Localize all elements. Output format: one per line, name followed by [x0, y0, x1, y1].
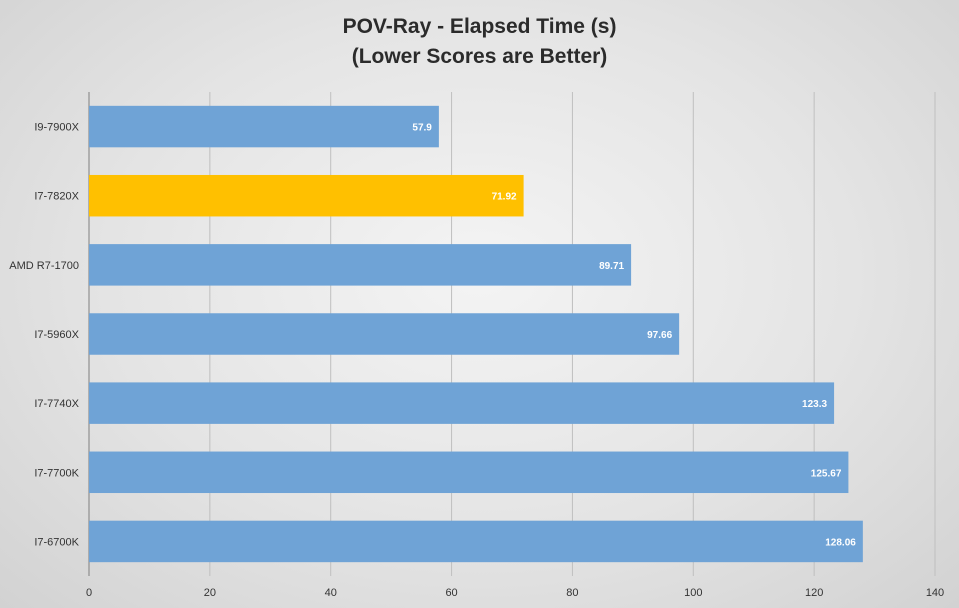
x-tick-label-40: 40 [325, 587, 337, 599]
data-label-i7-6700k: 128.06 [825, 537, 856, 548]
bar-i7-7740x [89, 382, 835, 424]
x-tick-label-80: 80 [566, 587, 578, 599]
x-tick-label-20: 20 [204, 587, 216, 599]
x-tick-label-100: 100 [684, 587, 702, 599]
category-label-i7-7820x: I7-7820X [34, 191, 79, 203]
x-tick-label-140: 140 [926, 587, 944, 599]
data-label-i7-7700k: 125.67 [811, 468, 842, 479]
labels: 0 20 40 60 80 100 120 140 I9-7900X 57.9 I7-7820X 71… [9, 122, 944, 599]
category-label-amd-r7-1700: AMD R7-1700 [9, 260, 79, 272]
data-label-amd-r7-1700: 89.71 [599, 261, 624, 272]
category-label-i9-7900x: I9-7900X [34, 122, 79, 134]
chart-subtitle: (Lower Scores are Better) [351, 45, 608, 68]
bar-i7-5960x [89, 313, 680, 355]
bar-i7-6700k [89, 520, 863, 563]
bars [89, 105, 863, 563]
data-label-i7-7820x: 71.92 [492, 192, 517, 203]
bar-amd-r7-1700 [89, 244, 632, 286]
data-label-i9-7900x: 57.9 [412, 123, 432, 134]
category-label-i7-7700k: I7-7700K [34, 467, 79, 479]
gridlines [88, 92, 936, 576]
category-label-i7-6700k: I7-6700K [34, 536, 79, 548]
x-tick-label-60: 60 [445, 587, 457, 599]
category-label-i7-5960x: I7-5960X [34, 329, 79, 341]
data-label-i7-5960x: 97.66 [647, 330, 672, 341]
x-tick-label-0: 0 [86, 587, 92, 599]
bar-i9-7900x [89, 105, 439, 148]
x-tick-label-120: 120 [805, 587, 823, 599]
chart-title-block: POV-Ray - Elapsed Time (s) (Lower Scores… [0, 12, 959, 72]
bar-i7-7820x [89, 174, 524, 217]
bar-i7-7700k [89, 451, 849, 494]
chart-title: POV-Ray - Elapsed Time (s) [342, 15, 617, 38]
data-label-i7-7740x: 123.3 [802, 399, 827, 410]
category-label-i7-7740x: I7-7740X [34, 398, 79, 410]
